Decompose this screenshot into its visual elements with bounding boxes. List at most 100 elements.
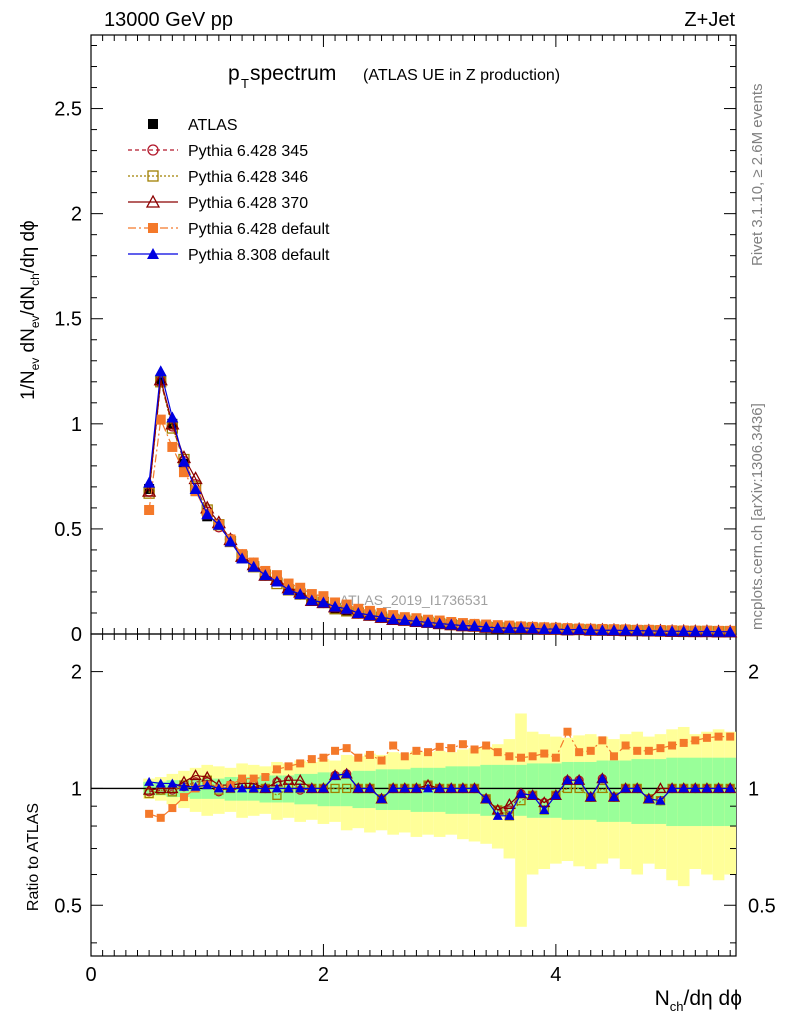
inner-band xyxy=(340,772,353,807)
analysis-id-label: ATLAS_2019_I1736531 xyxy=(340,592,489,608)
top-point-5-46 xyxy=(677,625,690,637)
top-point-5-42 xyxy=(631,624,644,636)
ratio-point-5-3 xyxy=(178,781,189,791)
ratio-point-5-43 xyxy=(643,793,654,803)
ratio-point-4-41 xyxy=(621,741,630,750)
x-tick-label: 4 xyxy=(550,964,561,986)
x-tick-label: 0 xyxy=(85,964,96,986)
top-point-4-2 xyxy=(167,441,178,452)
ratio-point-5-32 xyxy=(516,788,526,798)
top-point-5-9 xyxy=(247,560,260,572)
ratio-point-4-18 xyxy=(354,753,363,762)
ratio-point-5-31 xyxy=(504,810,515,820)
ratio-point-5-24 xyxy=(423,783,434,793)
ratio-point-5-1 xyxy=(155,778,166,788)
legend-marker-4 xyxy=(148,223,158,233)
ratio-point-5-17 xyxy=(341,768,352,778)
top-point-5-25 xyxy=(433,617,446,629)
ratio-point-5-6 xyxy=(213,783,224,793)
top-point-5-43 xyxy=(642,624,655,636)
mcplots-label: mcplots.cern.ch [arXiv:1306.3436] xyxy=(749,403,766,630)
ratio-point-4-32 xyxy=(517,753,525,762)
ratio-y-tick-label: 1 xyxy=(71,778,82,800)
plot-title-rest: spectrum xyxy=(250,62,336,85)
top-point-5-6 xyxy=(212,518,225,530)
ratio-point-5-23 xyxy=(411,783,422,793)
top-point-3-1 xyxy=(153,372,168,386)
inner-band xyxy=(503,764,516,816)
ratio-point-4-1 xyxy=(156,813,165,822)
top-point-5-50 xyxy=(724,625,737,637)
plot-title: p T spectrum (ATLAS UE in Z production) xyxy=(228,62,560,91)
ratio-point-5-0 xyxy=(144,776,155,786)
ratio-point-3-0 xyxy=(143,783,156,795)
top-point-5-35 xyxy=(549,622,562,634)
ratio-point-5-2 xyxy=(167,778,178,788)
inner-band xyxy=(654,759,667,824)
top-point-5-20 xyxy=(375,611,388,623)
top-point-5-11 xyxy=(270,575,283,587)
inner-band xyxy=(375,769,388,810)
ratio-y-tick-label: 2 xyxy=(71,662,82,684)
ratio-point-4-48 xyxy=(702,733,711,742)
inner-band xyxy=(329,772,341,807)
ratio-point-5-27 xyxy=(457,783,468,793)
ratio-point-4-15 xyxy=(319,753,328,762)
ratio-point-4-34 xyxy=(540,749,549,758)
legend-label-2: Pythia 6.428 346 xyxy=(188,169,308,186)
ratio-point-4-40 xyxy=(609,752,618,761)
ratio-point-5-46 xyxy=(678,783,689,793)
top-point-5-4 xyxy=(189,482,202,494)
ratio-point-4-20 xyxy=(377,756,386,765)
top-point-5-2 xyxy=(166,411,179,423)
top-point-5-26 xyxy=(445,618,458,630)
top-point-5-5 xyxy=(201,508,214,520)
ratio-point-5-40 xyxy=(608,792,619,802)
inner-band xyxy=(596,760,609,822)
plot-title-sub: T xyxy=(241,76,249,91)
ratio-point-2-39 xyxy=(597,783,608,794)
top-point-5-22 xyxy=(398,614,411,626)
ratio-point-4-22 xyxy=(400,752,409,761)
ratio-point-4-19 xyxy=(365,750,374,759)
top-point-5-0 xyxy=(143,476,156,488)
ratio-point-5-7 xyxy=(225,783,236,793)
ratio-point-5-37 xyxy=(574,775,585,785)
ratio-point-5-34 xyxy=(539,804,550,814)
top-point-5-38 xyxy=(584,624,597,636)
top-point-3-2 xyxy=(165,416,180,430)
ratio-point-4-35 xyxy=(551,753,560,762)
top-point-5-36 xyxy=(561,623,574,635)
rivet-version-label: Rivet 3.1.10, ≥ 2.6M events xyxy=(749,84,766,267)
ratio-point-2-17 xyxy=(342,783,352,794)
top-point-5-34 xyxy=(538,623,551,635)
top-point-5-1 xyxy=(154,365,167,377)
top-point-4-1 xyxy=(155,414,166,425)
ratio-point-4-47 xyxy=(691,736,700,745)
ratio-point-5-45 xyxy=(667,783,678,793)
ratio-y-tick-label-right: 1 xyxy=(748,778,759,800)
uncertainty-bands xyxy=(91,713,736,927)
ratio-point-5-36 xyxy=(562,775,573,785)
ratio-point-5-49 xyxy=(713,783,724,793)
top-point-5-10 xyxy=(259,569,272,581)
top-point-5-7 xyxy=(224,535,237,547)
top-point-5-37 xyxy=(573,623,586,635)
top-y-tick-label: 2.5 xyxy=(54,99,82,121)
ratio-point-4-31 xyxy=(505,752,514,761)
ratio-point-3-1 xyxy=(154,782,167,794)
ratio-point-5-35 xyxy=(550,790,561,800)
ratio-y-tick-label-right: 2 xyxy=(748,662,759,684)
ratio-point-4-8 xyxy=(238,774,247,783)
ratio-point-3-2 xyxy=(166,782,179,794)
ratio-point-5-9 xyxy=(248,783,259,793)
inner-band xyxy=(538,763,551,818)
inner-band xyxy=(573,761,585,820)
top-point-5-39 xyxy=(596,624,609,636)
ratio-point-4-12 xyxy=(284,762,293,771)
ratio-point-5-50 xyxy=(725,783,736,793)
top-point-5-33 xyxy=(526,622,539,634)
legend-label-0: ATLAS xyxy=(188,117,238,134)
legend-marker-5 xyxy=(147,248,159,259)
